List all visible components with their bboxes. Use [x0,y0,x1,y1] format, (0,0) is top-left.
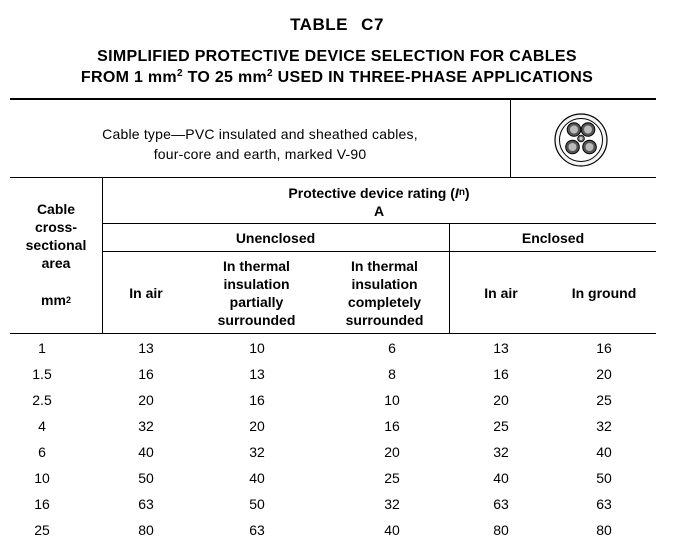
rating-value: 20 [384,444,400,460]
rating-value: 10 [384,392,400,408]
rating-value: 32 [138,418,154,434]
table-number: TABLE C7 [290,15,384,34]
rating-value: 16 [493,366,509,382]
table-title: SIMPLIFIED PROTECTIVE DEVICE SELECTION F… [0,46,674,88]
rating-value: 25 [596,392,612,408]
area-value: 25 [34,522,50,538]
rating-value: 13 [493,340,509,356]
rating-value: 80 [596,522,612,538]
area-value: 4 [38,418,46,434]
rating-value: 20 [596,366,612,382]
rating-value: 16 [138,366,154,382]
rating-unit-header: A [373,203,385,219]
rating-value: 20 [138,392,154,408]
area-column-divider [102,178,103,333]
rating-value: 63 [138,496,154,512]
unenclosed-in-air-header: In air [129,285,163,301]
cable-type-line1: Cable type—PVC insulated and sheathed ca… [102,126,418,142]
area-value: 1 [38,340,46,356]
rating-value: 32 [384,496,400,512]
completely-surrounded-header: In thermal insulation completely surroun… [345,258,424,328]
area-value: 10 [34,470,50,486]
area-header: Cable cross- sectional area [25,201,87,271]
rating-value: 40 [384,522,400,538]
rating-value: 63 [249,522,265,538]
table-title-line1: SIMPLIFIED PROTECTIVE DEVICE SELECTION F… [97,48,577,65]
cable-type-line2: four-core and earth, marked V-90 [153,146,367,162]
rating-value: 50 [249,496,265,512]
enclosed-in-air-header: In air [484,285,518,301]
rating-value: 6 [388,340,396,356]
icon-cell-divider [510,100,511,177]
rating-value: 50 [596,470,612,486]
area-value: 2.5 [32,392,52,408]
rating-value: 32 [493,444,509,460]
table-title-line2: FROM 1 mm2 TO 25 mm2 USED IN THREE-PHASE… [80,68,594,87]
enclosed-header: Enclosed [521,230,585,246]
rating-value: 80 [493,522,509,538]
area-value: 6 [38,444,46,460]
rating-value: 13 [249,366,265,382]
rating-value: 32 [249,444,265,460]
header-bottom-rule [10,333,656,334]
rating-value: 16 [249,392,265,408]
rating-value: 20 [249,418,265,434]
rating-value: 40 [596,444,612,460]
rating-value: 25 [493,418,509,434]
rating-value: 40 [138,444,154,460]
rating-value: 63 [493,496,509,512]
cable-type-rule [10,177,656,178]
rating-value: 16 [384,418,400,434]
rating-value: 50 [138,470,154,486]
enclosed-divider [449,224,450,333]
rating-value: 25 [384,470,400,486]
area-unit-header: mm 2 [41,292,71,308]
area-value: 1.5 [32,366,52,382]
enclosure-rule [102,251,656,252]
rating-value: 40 [249,470,265,486]
four-core-earth-cable-icon [554,113,608,167]
rating-value: 16 [596,340,612,356]
rating-value: 63 [596,496,612,512]
unenclosed-header: Unenclosed [235,230,316,246]
enclosed-in-ground-header: In ground [571,285,637,301]
rating-value: 40 [493,470,509,486]
rating-value: 20 [493,392,509,408]
top-rule [10,98,656,100]
rating-value: 10 [249,340,265,356]
rating-value: 13 [138,340,154,356]
partially-surrounded-header: In thermal insulation partially surround… [217,258,296,328]
cable-type-description: Cable type—PVC insulated and sheathed ca… [10,118,510,178]
rating-value: 32 [596,418,612,434]
rating-value: 80 [138,522,154,538]
rating-rule [102,223,656,224]
rating-value: 8 [388,366,396,382]
area-value: 16 [34,496,50,512]
